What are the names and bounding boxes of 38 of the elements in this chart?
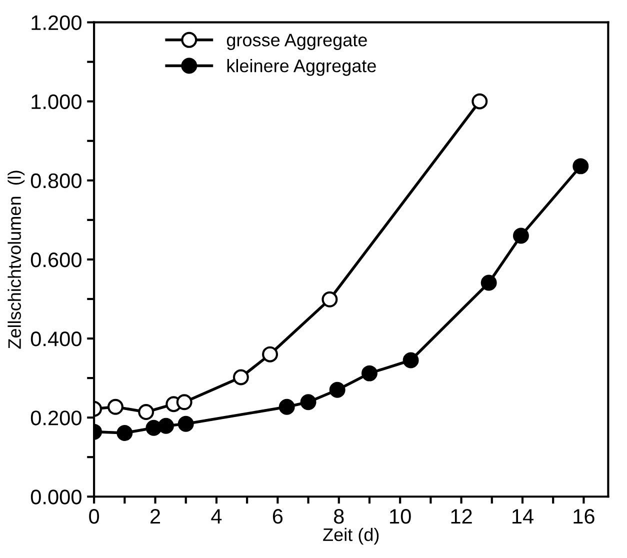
point — [329, 382, 346, 398]
y-tick-label: 1.000 — [32, 94, 82, 110]
point — [512, 228, 529, 244]
point — [300, 394, 316, 410]
x-tick-label: 4 — [211, 509, 222, 524]
point — [178, 416, 194, 432]
point — [116, 424, 133, 441]
y-tick-label: 0.200 — [30, 410, 82, 426]
point — [262, 346, 278, 362]
x-tick-label: 8 — [334, 508, 344, 524]
y-tick-label: 0.800 — [30, 173, 82, 188]
x-tick-label: 16 — [574, 508, 594, 524]
y-tick-label: 0.600 — [30, 252, 82, 268]
legend-label: grosse Aggregate — [226, 34, 367, 50]
point — [158, 418, 174, 434]
point — [472, 93, 488, 110]
point — [322, 291, 338, 308]
x-tick-label: 0 — [89, 508, 100, 524]
x-tick-label: 12 — [451, 508, 472, 524]
y-tick-label: 0.000 — [30, 490, 82, 504]
point — [572, 158, 589, 174]
point — [361, 365, 378, 382]
x-tick-label: 2 — [150, 508, 160, 524]
x-tick-label: 10 — [390, 508, 411, 524]
point — [138, 404, 154, 420]
point — [278, 398, 295, 415]
point — [480, 274, 497, 291]
legend-label: kleinere Aggregate — [227, 59, 376, 76]
y-tick-label: 0.400 — [30, 332, 82, 346]
y-axis-title: Zellschichtvolumen (l) — [8, 170, 25, 349]
x-tick-label: 6 — [272, 508, 283, 524]
y-tick-label: 1.200 — [32, 15, 82, 30]
point — [402, 352, 419, 368]
point — [107, 398, 124, 415]
point — [232, 369, 249, 386]
x-tick-label: 14 — [512, 509, 534, 524]
x-axis-title: Zeit (d) — [323, 528, 379, 545]
point — [176, 394, 192, 410]
